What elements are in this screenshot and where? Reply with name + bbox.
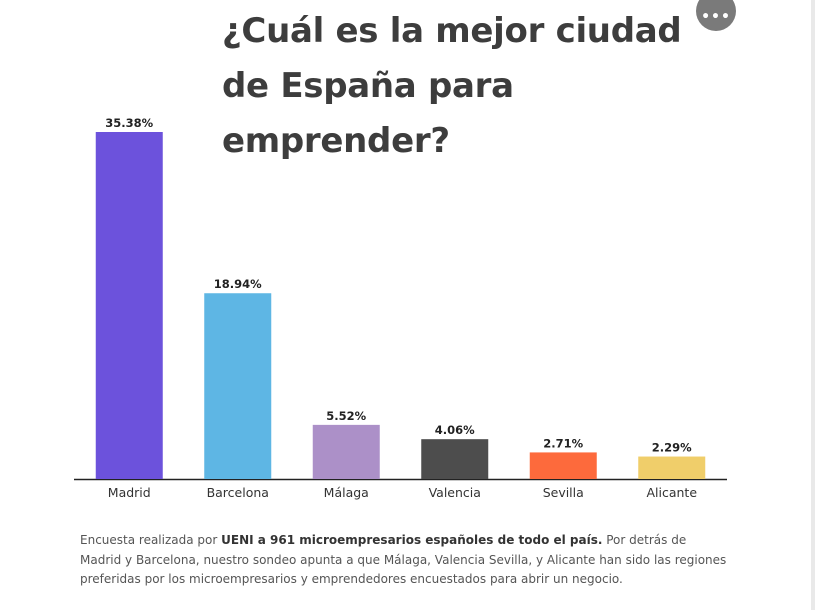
data-label-2: 5.52% [326, 409, 366, 423]
bar-5 [638, 456, 706, 479]
page-right-edge [811, 0, 815, 610]
category-label-1: Barcelona [207, 485, 269, 500]
bar-4 [529, 452, 597, 479]
category-label-0: Madrid [108, 485, 151, 500]
category-label-3: Valencia [429, 485, 481, 500]
bar-0 [95, 132, 163, 479]
category-label-2: Málaga [324, 485, 369, 500]
bar-3 [421, 439, 489, 479]
data-label-3: 4.06% [435, 423, 475, 437]
data-label-5: 2.29% [652, 441, 692, 455]
more-options-button[interactable]: ••• [696, 0, 736, 31]
footnote-bold: UENI a 961 microempresarios españoles de… [221, 533, 603, 547]
chart-title: ¿Cuál es la mejor ciudad de España para … [222, 11, 682, 161]
bar-1 [204, 293, 272, 479]
bar-chart: 35.38% Madrid 18.94% Barcelona 5.52% Málaga 4.… [74, 116, 727, 500]
data-label-0: 35.38% [105, 116, 153, 130]
ellipsis-icon: ••• [701, 9, 731, 25]
footnote-suffix: Por detrás de Madrid y Barcelona, nuestr… [80, 533, 727, 586]
footnote-prefix: Encuesta realizada por [80, 533, 222, 547]
bar-2 [312, 424, 380, 479]
chart-footnote: Encuesta realizada por UENI a 961 microe… [80, 531, 730, 590]
category-label-5: Alicante [646, 485, 697, 500]
data-label-4: 2.71% [543, 436, 583, 450]
category-label-4: Sevilla [543, 485, 584, 500]
data-label-1: 18.94% [214, 277, 262, 291]
